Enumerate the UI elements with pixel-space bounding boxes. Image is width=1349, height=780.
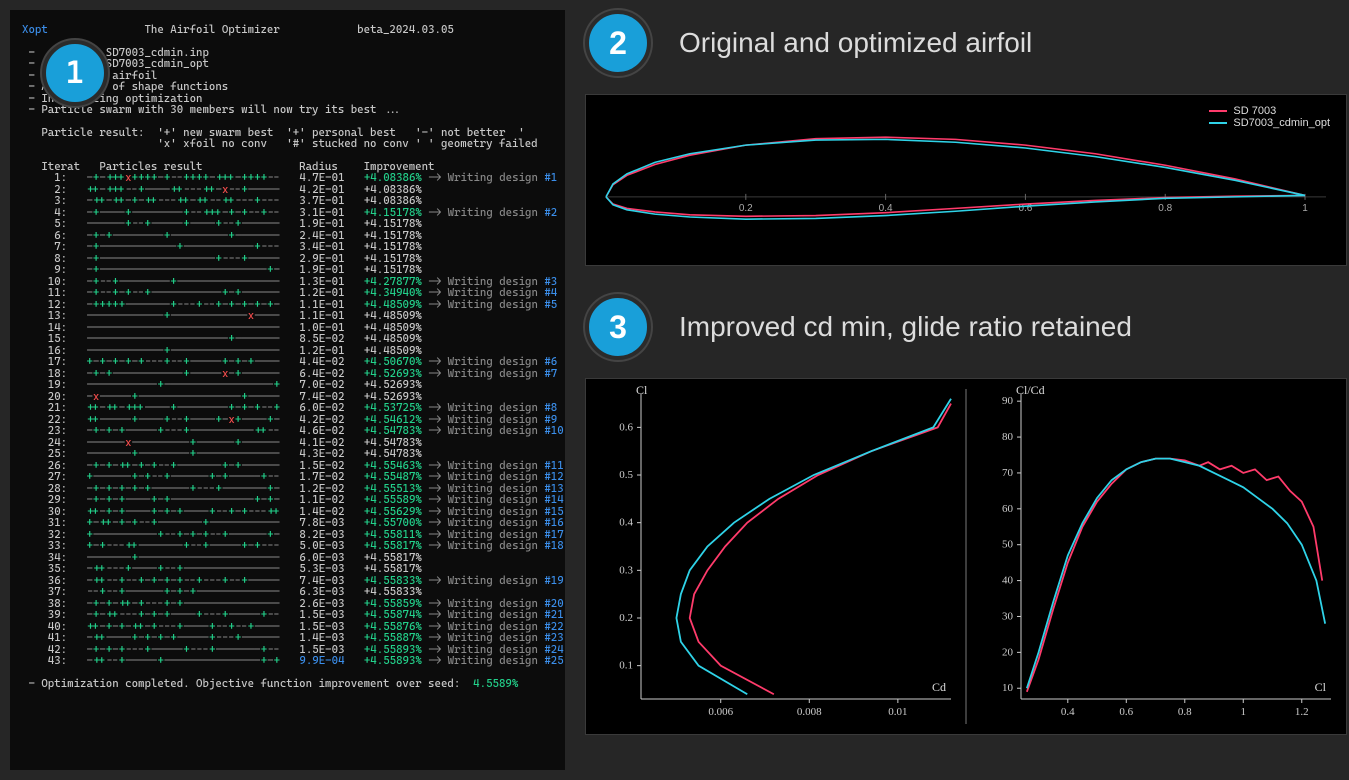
terminal-footer: - Optimization completed. Objective func… (22, 678, 553, 690)
svg-text:0.2: 0.2 (739, 203, 753, 214)
section-badge-2: 2 (585, 10, 651, 76)
airfoil-chart: 0.20.40.60.81 SD 7003 SD7003_cdmin_opt (585, 94, 1347, 266)
svg-text:0.4: 0.4 (1061, 706, 1075, 718)
svg-text:Cl: Cl (1315, 680, 1327, 694)
iteration-table: 1: -+-+++x++++-+--++++-+++-++++-- 4.7E-0… (22, 172, 553, 667)
svg-text:0.6: 0.6 (619, 421, 633, 433)
svg-text:1: 1 (1241, 706, 1247, 718)
section-2-title: Original and optimized airfoil (679, 27, 1032, 59)
section-badge-3: 3 (585, 294, 651, 360)
svg-text:0.6: 0.6 (1119, 706, 1133, 718)
svg-text:1: 1 (1302, 203, 1308, 214)
airfoil-legend: SD 7003 SD7003_cdmin_opt (1205, 103, 1334, 131)
svg-text:20: 20 (1002, 646, 1014, 658)
svg-text:30: 30 (1002, 610, 1014, 622)
svg-text:1.2: 1.2 (1295, 706, 1309, 718)
svg-text:0.4: 0.4 (619, 517, 633, 529)
svg-text:0.3: 0.3 (619, 564, 633, 576)
app-subtitle (48, 23, 145, 36)
legend-item: SD7003_cdmin_opt (1209, 117, 1330, 129)
svg-text:50: 50 (1002, 539, 1014, 551)
svg-text:40: 40 (1002, 575, 1014, 587)
svg-text:Cd: Cd (932, 680, 946, 694)
svg-text:Cl/Cd: Cl/Cd (1016, 383, 1045, 397)
svg-text:Cl: Cl (636, 383, 648, 397)
svg-text:0.8: 0.8 (1178, 706, 1192, 718)
svg-text:80: 80 (1002, 431, 1014, 443)
terminal-output: 1 Xopt The Airfoil Optimizer beta_2024.0… (10, 10, 565, 770)
svg-text:90: 90 (1002, 395, 1014, 407)
svg-text:60: 60 (1002, 503, 1014, 515)
polar-charts: 0.1 0.2 0.3 0.4 0.5 0.6 0.006 0.008 0.01 Cl Cd 10 20… (585, 378, 1347, 735)
svg-text:0.008: 0.008 (797, 706, 822, 718)
svg-text:70: 70 (1002, 467, 1014, 479)
legend-item: SD 7003 (1209, 105, 1330, 117)
section-badge-1: 1 (42, 40, 108, 106)
svg-text:10: 10 (1002, 682, 1014, 694)
svg-text:0.2: 0.2 (619, 612, 633, 624)
app-name: Xopt (22, 23, 48, 36)
svg-text:0.5: 0.5 (619, 469, 633, 481)
terminal-title-row: Xopt The Airfoil Optimizer beta_2024.03.… (22, 24, 553, 36)
section-3-title: Improved cd min, glide ratio retained (679, 311, 1132, 343)
svg-text:0.1: 0.1 (619, 660, 633, 672)
svg-text:0.006: 0.006 (708, 706, 733, 718)
terminal-legend-2: 'x' xfoil no conv '#' stucked no conv ' … (22, 138, 553, 150)
final-improvement: 4.5589% (473, 677, 518, 690)
iteration-row: 43: -++--+-----+---------------+-+ 9.9E-… (22, 655, 553, 667)
svg-text:0.01: 0.01 (888, 706, 907, 718)
svg-text:0.8: 0.8 (1158, 203, 1172, 214)
